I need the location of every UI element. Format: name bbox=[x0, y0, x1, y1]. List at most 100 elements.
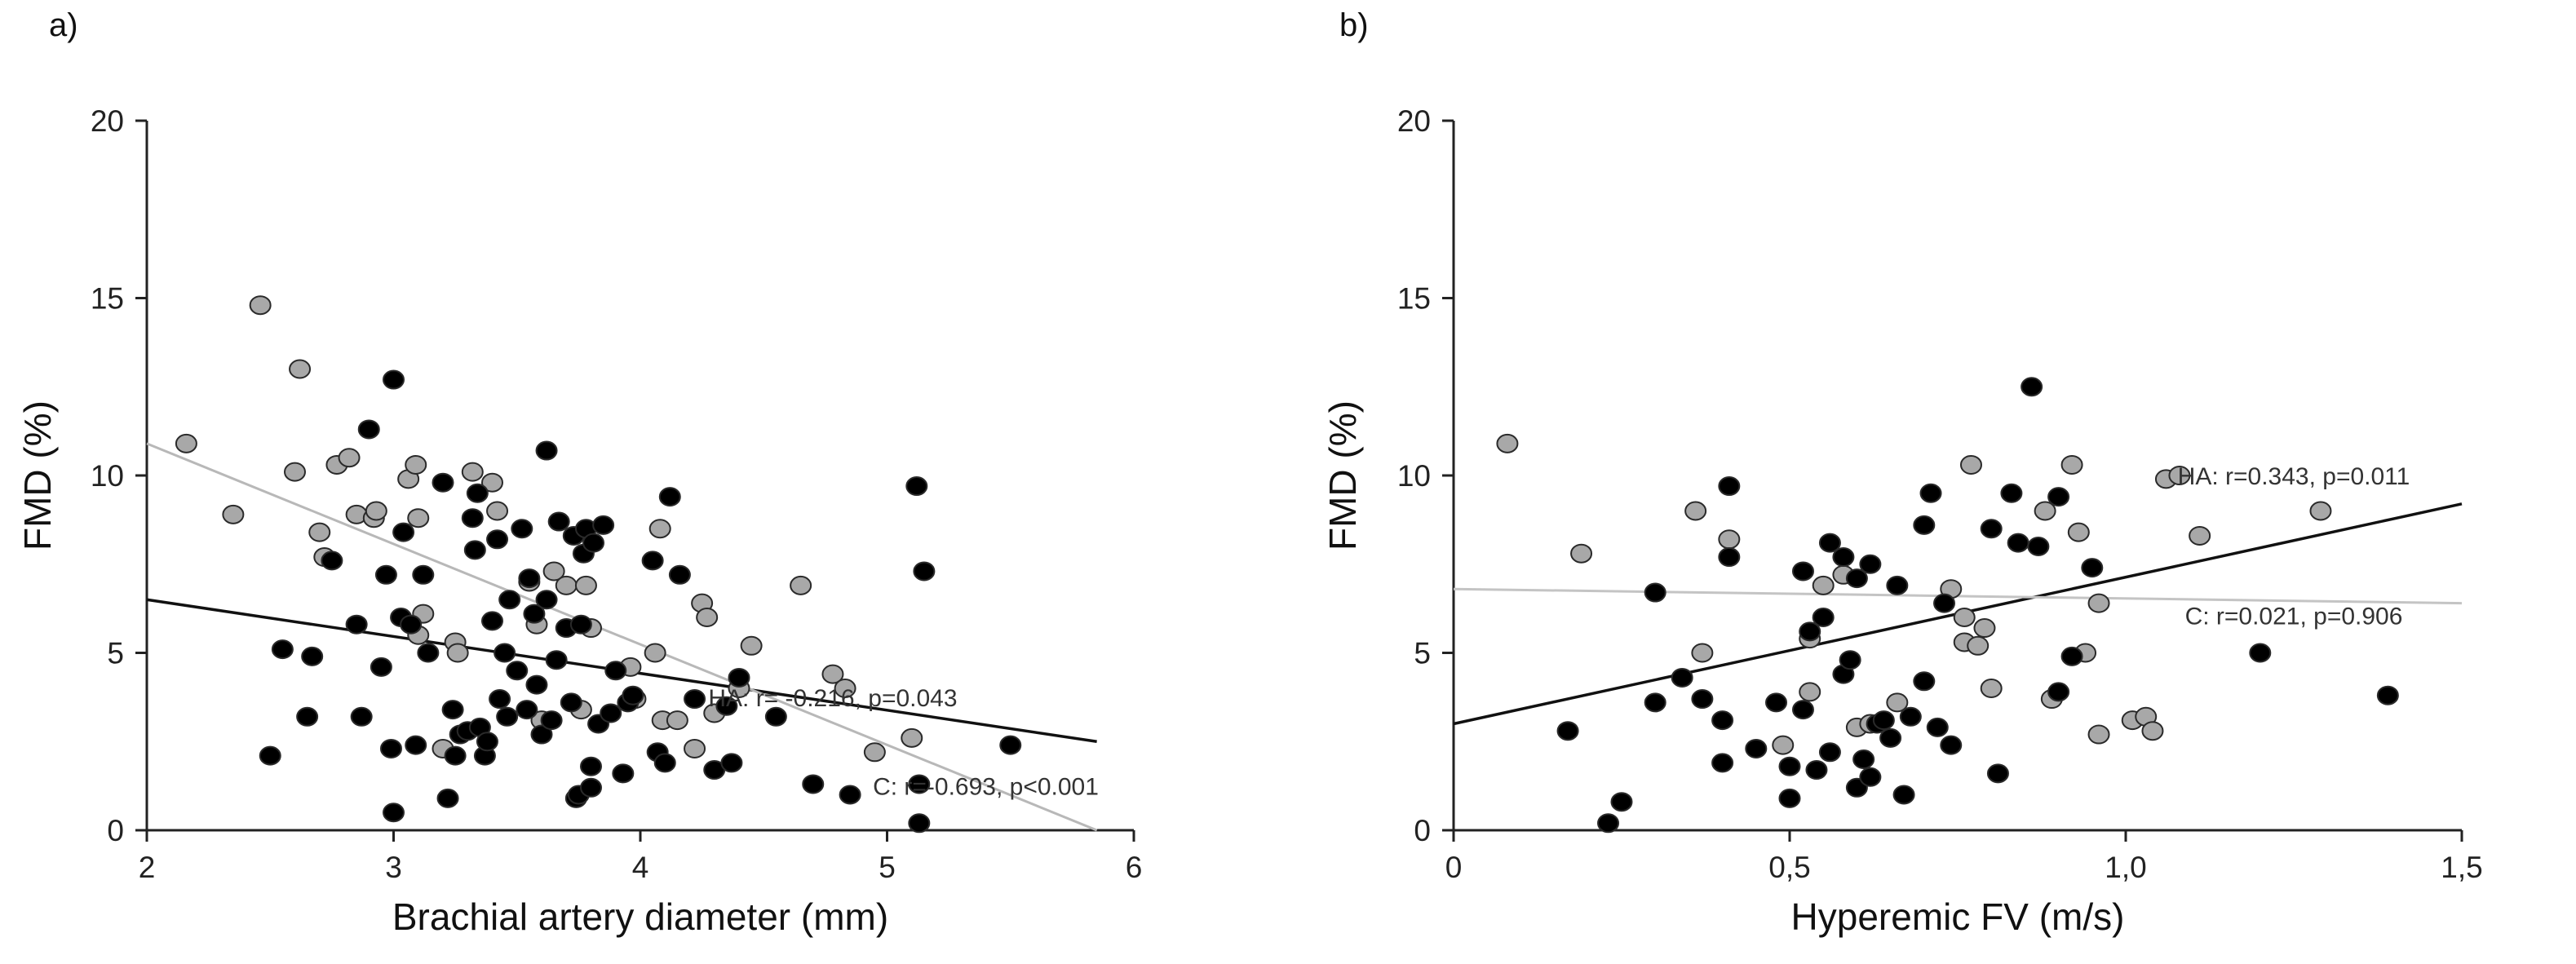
panel-a-tick-labels: 2 3 4 5 6 0 5 10 15 20 bbox=[91, 104, 1142, 884]
x-tick-label: 1,0 bbox=[2105, 851, 2146, 884]
data-point-ha bbox=[498, 590, 521, 610]
data-point-c bbox=[481, 472, 503, 493]
data-point-ha bbox=[525, 674, 548, 695]
data-point-ha bbox=[1718, 547, 1741, 568]
data-point-ha bbox=[1872, 710, 1895, 731]
data-point-ha bbox=[1940, 735, 1963, 755]
data-point-ha bbox=[2081, 558, 2104, 578]
data-point-c bbox=[446, 643, 469, 663]
data-point-ha bbox=[2376, 685, 2399, 705]
data-point-ha bbox=[1899, 706, 1922, 727]
data-point-c bbox=[1718, 529, 1741, 550]
y-tick-label: 15 bbox=[1397, 282, 1431, 316]
data-point-ha bbox=[383, 803, 405, 823]
data-point-c bbox=[308, 522, 331, 542]
data-point-ha bbox=[560, 692, 582, 713]
data-point-c bbox=[2189, 525, 2211, 546]
data-point-ha bbox=[1839, 650, 1861, 670]
data-point-ha bbox=[2021, 377, 2043, 397]
data-point-ha bbox=[905, 476, 928, 497]
data-point-c bbox=[1959, 454, 1982, 475]
data-point-c bbox=[2168, 466, 2191, 485]
data-point-c bbox=[289, 359, 312, 379]
data-point-ha bbox=[1852, 750, 1875, 769]
data-point-ha bbox=[412, 564, 435, 585]
panel-a-label: a) bbox=[49, 7, 78, 43]
data-point-ha bbox=[506, 661, 529, 681]
data-point-ha bbox=[1610, 792, 1633, 812]
data-point-ha bbox=[913, 561, 936, 581]
data-point-ha bbox=[604, 661, 627, 681]
data-point-ha bbox=[1745, 738, 1768, 758]
data-point-c bbox=[461, 462, 484, 482]
data-point-ha bbox=[1556, 721, 1579, 741]
panel-b-ha-annotation: HA: r=0.343, p=0.011 bbox=[2178, 463, 2410, 490]
data-point-ha bbox=[1711, 710, 1734, 731]
data-point-ha bbox=[908, 813, 931, 834]
data-point-ha bbox=[1986, 763, 2009, 784]
y-tick-label: 0 bbox=[107, 814, 124, 847]
data-point-ha bbox=[1845, 568, 1868, 589]
data-point-ha bbox=[1597, 813, 1620, 834]
data-point-c bbox=[901, 727, 923, 748]
data-point-ha bbox=[728, 667, 750, 688]
data-point-ha bbox=[476, 732, 498, 752]
data-point-c bbox=[407, 508, 430, 528]
data-point-ha bbox=[1818, 742, 1841, 763]
data-point-ha bbox=[296, 706, 319, 727]
data-point-ha bbox=[1980, 519, 2003, 539]
data-point-c bbox=[1684, 501, 1707, 521]
panel-a-c-annotation: C: r=-0.693, p<0.001 bbox=[873, 774, 1099, 801]
data-point-ha bbox=[392, 522, 415, 542]
data-point-ha bbox=[622, 685, 644, 705]
data-point-c bbox=[666, 710, 688, 731]
data-point-ha bbox=[1818, 533, 1841, 553]
data-point-ha bbox=[2007, 533, 2029, 553]
data-point-ha bbox=[540, 710, 563, 731]
data-point-ha bbox=[405, 735, 427, 755]
y-tick-label: 20 bbox=[91, 104, 124, 138]
data-point-ha bbox=[1671, 667, 1693, 688]
panel-a-x-axis-title: Brachial artery diameter (mm) bbox=[392, 895, 888, 938]
data-point-ha bbox=[1859, 767, 1882, 787]
data-point-ha bbox=[496, 706, 519, 727]
data-point-ha bbox=[2000, 483, 2023, 503]
data-point-ha bbox=[481, 611, 503, 631]
data-point-c bbox=[644, 643, 666, 663]
data-point-ha bbox=[641, 551, 664, 571]
data-point-ha bbox=[580, 777, 602, 798]
data-point-ha bbox=[612, 763, 635, 784]
data-point-ha bbox=[379, 738, 402, 758]
x-tick-label: 1,5 bbox=[2441, 851, 2482, 884]
data-point-ha bbox=[1886, 575, 1909, 595]
data-point-c bbox=[175, 433, 197, 453]
data-point-ha bbox=[1644, 582, 1666, 603]
data-point-c bbox=[2087, 593, 2110, 613]
panel-a-points bbox=[175, 295, 1022, 834]
data-point-c bbox=[1799, 682, 1821, 702]
data-point-ha bbox=[271, 639, 294, 660]
data-point-ha bbox=[1859, 554, 1882, 574]
data-point-ha bbox=[1812, 608, 1835, 627]
data-point-ha bbox=[441, 700, 464, 720]
data-point-c bbox=[684, 738, 706, 758]
data-point-ha bbox=[908, 774, 931, 794]
data-point-c bbox=[1973, 618, 1996, 639]
data-point-ha bbox=[486, 529, 509, 550]
data-point-ha bbox=[444, 745, 467, 766]
data-point-ha bbox=[2060, 646, 2083, 666]
data-point-ha bbox=[1718, 476, 1741, 497]
data-point-ha bbox=[432, 472, 454, 493]
data-point-ha bbox=[545, 650, 568, 670]
data-point-ha bbox=[1913, 515, 1936, 535]
data-point-ha bbox=[516, 700, 538, 720]
data-point-ha bbox=[2047, 682, 2070, 702]
panel-a-y-axis-title: FMD (%) bbox=[16, 400, 59, 551]
data-point-ha bbox=[1778, 788, 1801, 808]
data-point-ha bbox=[1711, 753, 1734, 773]
data-point-ha bbox=[1799, 621, 1821, 642]
data-point-ha bbox=[436, 788, 459, 808]
data-point-ha bbox=[600, 703, 622, 723]
data-point-c bbox=[365, 501, 387, 521]
